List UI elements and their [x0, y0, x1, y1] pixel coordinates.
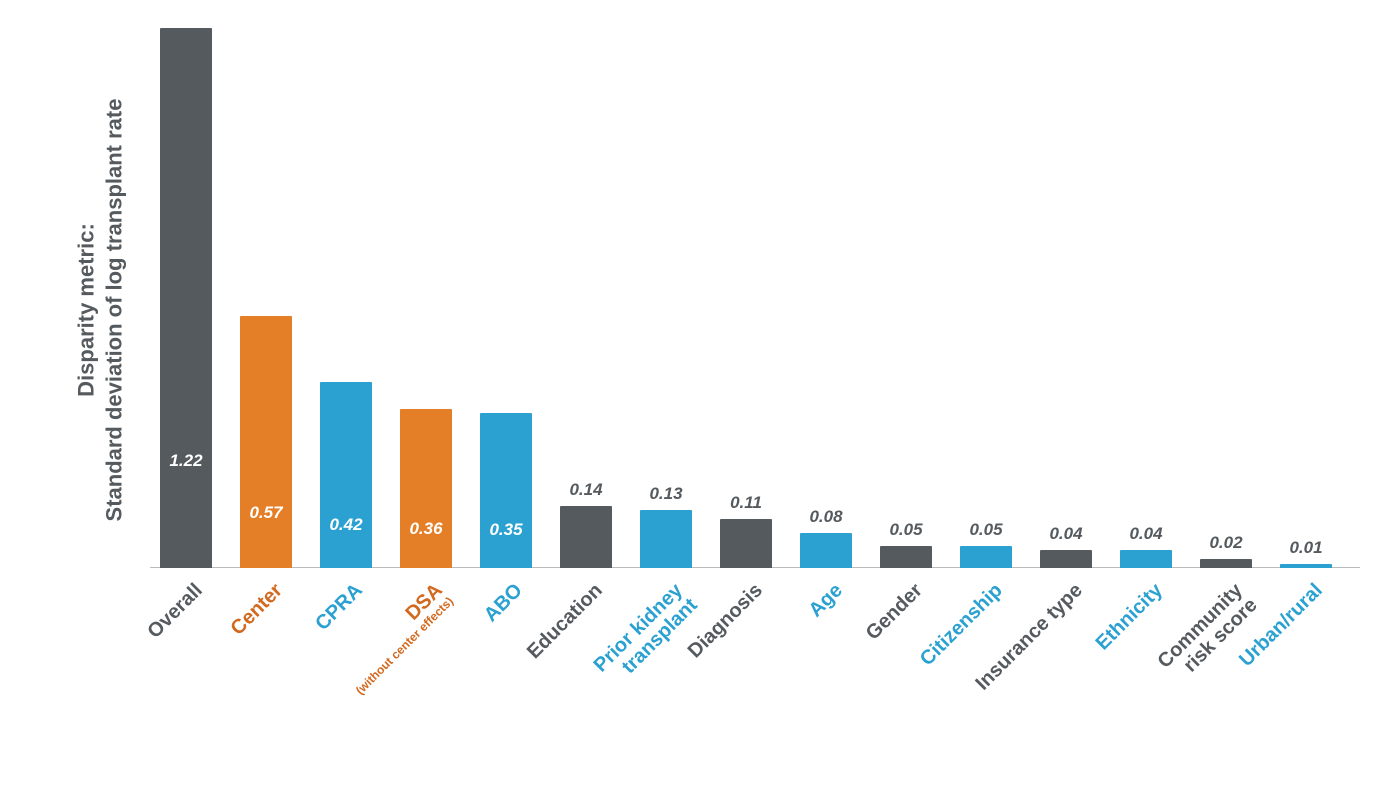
x-axis-category-label: Age	[691, 580, 847, 736]
bar	[880, 546, 932, 568]
bar	[720, 519, 772, 568]
y-axis-label: Disparity metric: Standard deviation of …	[73, 99, 128, 522]
plot-area: 1.22Overall0.57Center0.42CPRA0.36DSA(wit…	[150, 28, 1360, 568]
bar	[160, 28, 212, 568]
x-axis-category-label: Center	[131, 580, 287, 736]
y-axis-label-line1: Disparity metric:	[74, 223, 99, 397]
bar-value-label: 0.36	[396, 519, 456, 539]
y-axis-label-line2: Standard deviation of log transplant rat…	[101, 99, 126, 522]
bar-value-label: 0.42	[316, 515, 376, 535]
bar-value-label: 0.11	[716, 493, 776, 513]
bar	[640, 510, 692, 568]
bar	[480, 413, 532, 568]
bar	[1040, 550, 1092, 568]
bar-value-label: 0.04	[1116, 524, 1176, 544]
bar	[1280, 564, 1332, 568]
disparity-bar-chart: Disparity metric: Standard deviation of …	[0, 0, 1400, 788]
bar-value-label: 0.05	[956, 520, 1016, 540]
bar-value-label: 0.01	[1276, 538, 1336, 558]
bar-value-label: 0.57	[236, 503, 296, 523]
x-axis-category-label: Overall	[51, 580, 207, 736]
bar-value-label: 0.14	[556, 480, 616, 500]
bar-value-label: 0.02	[1196, 533, 1256, 553]
bar-value-label: 0.13	[636, 484, 696, 504]
x-axis-category-label: Gender	[771, 580, 927, 736]
bar	[400, 409, 452, 568]
bar	[1120, 550, 1172, 568]
bar	[320, 382, 372, 568]
bar	[240, 316, 292, 568]
bar	[960, 546, 1012, 568]
x-axis-category-label: Citizenship	[851, 580, 1007, 736]
bar-value-label: 0.35	[476, 520, 536, 540]
bar-value-label: 0.05	[876, 520, 936, 540]
bar-value-label: 1.22	[156, 451, 216, 471]
bar	[560, 506, 612, 568]
x-axis-category-label: Insurance type	[931, 580, 1087, 736]
bar-value-label: 0.04	[1036, 524, 1096, 544]
bar	[1200, 559, 1252, 568]
bar-value-label: 0.08	[796, 507, 856, 527]
bar	[800, 533, 852, 568]
